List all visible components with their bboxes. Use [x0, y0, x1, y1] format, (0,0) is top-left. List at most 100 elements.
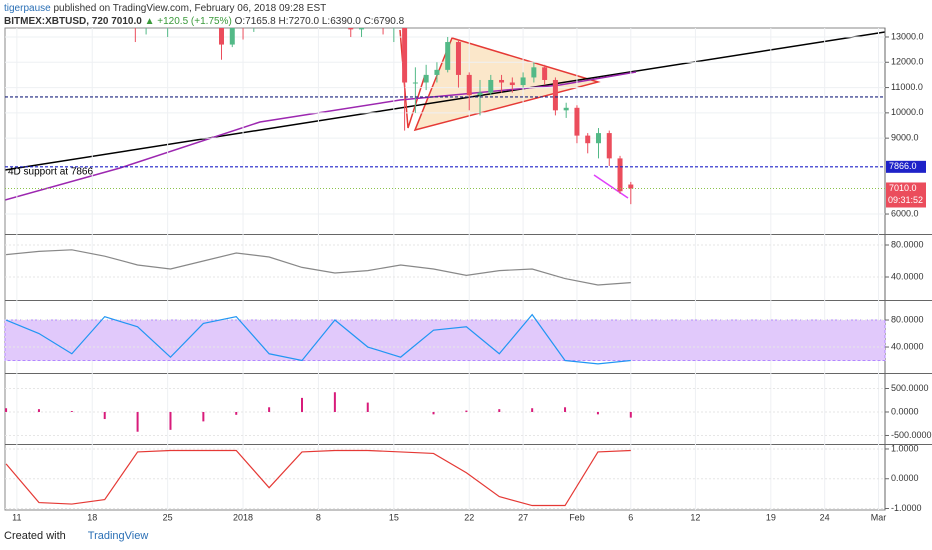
x-tick-label: 24 — [820, 512, 830, 522]
x-tick-label: 8 — [316, 512, 321, 522]
candle-body — [229, 28, 235, 45]
x-tick-label: 18 — [87, 512, 97, 522]
candle-body — [165, 17, 170, 18]
histogram-bar — [564, 407, 567, 412]
band — [4, 319, 886, 362]
created: Created with — [4, 530, 66, 542]
candle-body — [218, 28, 224, 45]
histogram-bar — [169, 411, 172, 430]
histogram-bar — [333, 392, 336, 412]
y-tick-label: 40.0000 — [891, 341, 924, 351]
level-label-box — [886, 160, 926, 173]
x-tick-label: 2018 — [233, 512, 253, 522]
histogram-bar — [300, 397, 303, 412]
candle-body — [628, 184, 634, 189]
indicator-line — [5, 449, 631, 507]
candle-body — [381, 7, 386, 22]
x-tick-label: 6 — [628, 512, 633, 522]
header-line: BITMEX:XBTUSD, 720 7010.0 ▲ +120.5 (+1.7… — [4, 15, 404, 28]
y-tick-label: 80.0000 — [891, 314, 924, 324]
y-tick-label: 500.0000 — [891, 383, 929, 393]
candle-body — [499, 79, 505, 83]
x-tick-label: 11 — [12, 512, 21, 522]
trend-line — [5, 31, 885, 171]
candle-body — [466, 74, 472, 96]
histogram-bar — [366, 402, 369, 412]
y-tick-label: 9000.0 — [891, 133, 919, 143]
histogram-bar — [432, 411, 435, 415]
candles — [134, 0, 634, 205]
plot: 11 18 25 2018 8 15 22 27 Feb 6 12 19 24 Mar 6000.0 9000… — [4, 0, 932, 522]
last-price-box — [886, 182, 926, 208]
y-tick-label: 12000.0 — [891, 57, 924, 67]
candle-body — [552, 79, 558, 111]
published: published on TradingView.com, February 0… — [53, 3, 327, 14]
author[interactable]: tigerpause — [4, 3, 51, 14]
histogram-bar — [103, 411, 106, 420]
indicator-line — [6, 249, 631, 286]
y-tick-label: 0.0000 — [891, 473, 919, 483]
candle-body — [208, 2, 213, 5]
symbol: BITMEX:XBTUSD, 720 7010.0 — [4, 16, 142, 27]
candle-body — [595, 133, 601, 144]
histogram-bar — [235, 411, 238, 415]
candle-body — [531, 67, 537, 78]
drawings — [5, 29, 885, 201]
candle-body — [434, 69, 440, 75]
candle-body — [154, 7, 159, 17]
header: tigerpause published on TradingView.com,… — [4, 2, 404, 28]
y-tick-label: 80.0000 — [891, 239, 924, 249]
candle-body — [251, 0, 256, 27]
histogram-bar — [5, 408, 8, 412]
triangle — [413, 37, 601, 132]
x-tick-label: 19 — [766, 512, 776, 522]
level-label: 7866.0 — [889, 161, 917, 171]
y-tick-label: 6000.0 — [891, 208, 919, 218]
x-tick-label: 27 — [518, 512, 528, 522]
y-tick-label: 1.0000 — [891, 443, 919, 453]
histogram-bar — [202, 411, 205, 422]
candle-body — [197, 0, 202, 4]
brand[interactable]: TradingView — [87, 530, 149, 542]
x-tick-label: Mar — [871, 512, 887, 522]
candle-body — [423, 74, 429, 83]
candle-body — [327, 0, 332, 2]
change: ▲ +120.5 (+1.75%) — [144, 16, 232, 27]
moving-average — [5, 71, 637, 201]
candle-body — [520, 77, 526, 86]
y-tick-label: -1.0000 — [891, 503, 922, 513]
annotation: 4D support at 7866 — [8, 167, 93, 178]
candle-body — [402, 28, 408, 83]
candle-body — [445, 42, 451, 70]
candle-body — [542, 67, 548, 80]
x-tick-label: Feb — [569, 512, 585, 522]
indicator-line — [5, 313, 631, 365]
histogram-bar — [465, 410, 468, 412]
candle-body — [617, 158, 623, 192]
candle-body — [391, 22, 396, 23]
y-tick-label: 11000.0 — [891, 82, 923, 92]
candle-body — [144, 7, 149, 15]
candle-body — [585, 135, 591, 144]
y-tick-label: 13000.0 — [891, 31, 924, 41]
y-tick-label: 40.0000 — [891, 271, 924, 281]
histogram-bar — [629, 411, 632, 418]
candle-body — [477, 92, 483, 96]
histogram-bar — [70, 411, 73, 412]
histogram-bar — [531, 408, 534, 412]
last-price-label: 7010.0 — [889, 183, 917, 193]
candle-body — [337, 0, 342, 2]
candle-body — [176, 0, 181, 17]
footer: Created with TradingView — [4, 530, 148, 542]
candle-body — [455, 42, 461, 75]
histogram-bar — [37, 409, 40, 412]
y-tick-label: -500.0000 — [891, 430, 932, 440]
candle-body — [509, 82, 515, 86]
x-tick-label: 22 — [464, 512, 474, 522]
candle-body — [563, 107, 569, 111]
candle-body — [359, 28, 365, 30]
histogram-bar — [136, 411, 139, 432]
x-tick-label: 15 — [389, 512, 399, 522]
